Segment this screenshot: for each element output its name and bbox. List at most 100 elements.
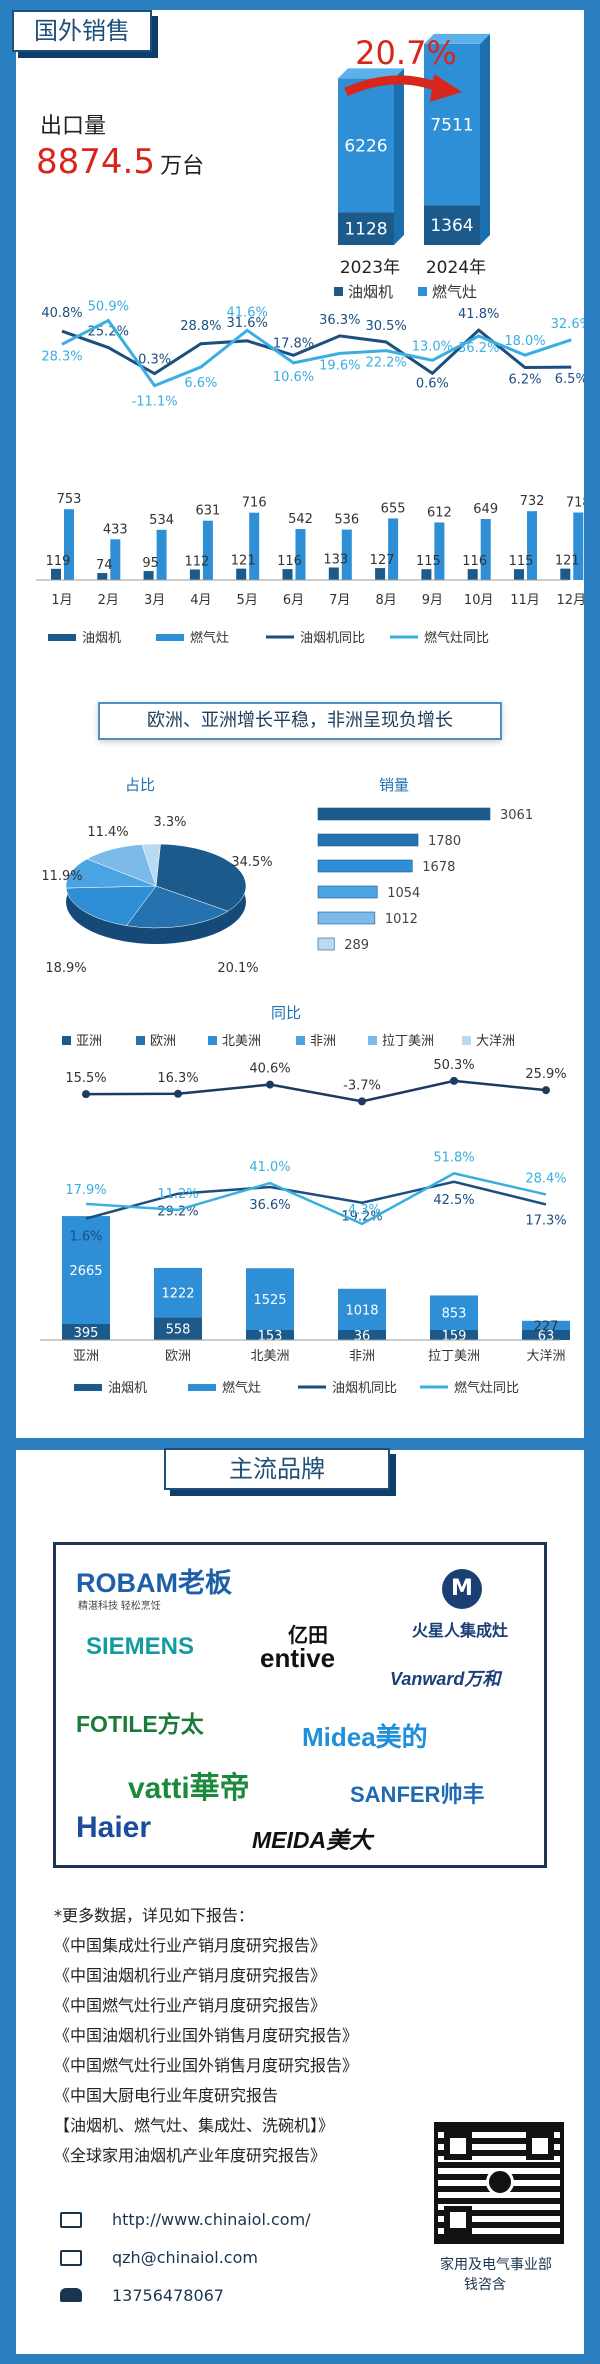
section-title: 国外销售	[34, 17, 130, 45]
stacked-value-label: 227	[534, 1319, 559, 1334]
fire-star-emblem-icon: M	[442, 1569, 482, 1609]
report-item[interactable]: 《中国集成灶行业产销月度研究报告》	[54, 1936, 327, 1955]
phone-number[interactable]: 13756478067	[112, 2286, 224, 2305]
vanward-logo: Vanward万和	[390, 1669, 501, 1689]
x-tick-label: 4月	[190, 593, 211, 608]
bar-gas-stove-year	[424, 43, 480, 206]
bar-gas-stove	[156, 529, 167, 580]
growth-arrow-icon	[344, 75, 442, 97]
report-item[interactable]: 《全球家用油烟机产业年度研究报告》	[54, 2146, 327, 2165]
growth-value: 20.7%	[355, 34, 457, 72]
bar-value-label: 732	[520, 494, 545, 509]
qr-corner-icon	[444, 2206, 472, 2234]
yoy-title: 同比	[271, 1004, 301, 1022]
pie-value-label: 34.5%	[231, 855, 272, 870]
wechat-icon	[486, 2168, 514, 2196]
year-label: 2024年	[426, 258, 486, 278]
legend-swatch	[368, 1036, 377, 1045]
line-value-label: 32.6%	[551, 317, 584, 332]
bar-gas-stove	[202, 520, 213, 580]
report-item[interactable]: 《中国油烟机行业国外销售月度研究报告》	[54, 2026, 359, 2045]
hbar	[317, 885, 378, 899]
fotile-logo: FOTILE方太	[76, 1711, 204, 1737]
bar-value-label: 116	[462, 554, 487, 569]
bar-value-label: 716	[242, 496, 267, 511]
hbar-value-label: 1054	[387, 886, 420, 901]
line-value-label: 22.2%	[365, 356, 406, 371]
qr-code[interactable]	[434, 2122, 564, 2244]
bar-value-label: 655	[381, 501, 406, 516]
line-value-label: 36.3%	[319, 313, 360, 328]
bar-range-hood	[51, 568, 61, 580]
bar-side-face	[394, 68, 404, 245]
stacked-value-label: 153	[258, 1329, 283, 1344]
legend-label: 油烟机同比	[300, 631, 365, 646]
stacked-yoy-label: 36.6%	[249, 1198, 290, 1213]
bar-range-hood	[189, 569, 200, 580]
report-item[interactable]: 《中国燃气灶行业国外销售月度研究报告》	[54, 2056, 359, 2075]
stacked-value-label: 36	[354, 1329, 371, 1344]
legend-label: 油烟机	[348, 283, 393, 300]
hbar	[317, 937, 335, 951]
legend-label: 亚洲	[76, 1034, 102, 1049]
report-item[interactable]: 《中国燃气灶行业产销月度研究报告》	[54, 1996, 327, 2015]
x-tick-label: 12月	[557, 593, 584, 608]
bar-gas-stove	[341, 529, 352, 580]
bar-value-label: 542	[288, 512, 313, 527]
legend-swatch	[62, 1036, 71, 1045]
legend-label: 燃气灶	[222, 1380, 261, 1396]
pie-slice	[125, 885, 229, 929]
contact-dept: 家用及电气事业部	[440, 2257, 552, 2273]
bar-value-label: 119	[46, 554, 71, 569]
bar-value-label: 631	[195, 504, 220, 519]
report-item[interactable]: 《中国大厨电行业年度研究报告	[54, 2086, 279, 2105]
legend-swatch	[48, 634, 76, 641]
pie-value-label: 3.3%	[153, 815, 186, 830]
bar-value-label: 534	[149, 513, 174, 528]
email-link[interactable]: qzh@chinaiol.com	[112, 2248, 258, 2267]
legend-swatch	[136, 1036, 145, 1045]
x-tick-label: 8月	[375, 593, 396, 608]
bar-value-label: 649	[473, 502, 498, 517]
stacked-range-hood	[338, 1330, 386, 1340]
bar-value-label: 536	[334, 513, 359, 528]
bar-title: 销量	[379, 776, 409, 794]
line-value-label: 41.8%	[458, 307, 499, 322]
hbar	[317, 833, 419, 847]
bar-value-label: 612	[427, 505, 452, 520]
report-item[interactable]: 《中国油烟机行业产销月度研究报告》	[54, 1966, 327, 1985]
section-title-tab: 国外销售	[12, 10, 152, 52]
yitian-logo: 亿田	[288, 1625, 328, 1647]
legend-label: 燃气灶	[190, 630, 229, 646]
line-value-label: 6.5%	[555, 372, 584, 387]
pie-value-label: 20.1%	[217, 961, 258, 976]
line-range-hood-yoy	[61, 328, 572, 376]
phone-icon	[60, 2288, 82, 2302]
bar-gas-stove	[110, 539, 121, 580]
pie-slice	[86, 844, 157, 887]
bar-gas-stove	[480, 518, 491, 580]
report-item[interactable]: 【油烟机、燃气灶、集成灶、洗碗机】》	[54, 2116, 335, 2135]
bar-range-hood	[236, 568, 247, 580]
pie-title: 占比	[125, 776, 155, 794]
export-unit: 万台	[160, 154, 205, 179]
legend-label: 燃气灶	[432, 283, 477, 300]
stacked-value-label: 558	[166, 1323, 191, 1338]
stacked-value-label: 159	[442, 1329, 467, 1344]
stacked-range-hood	[430, 1330, 478, 1340]
line-value-label: 31.6%	[227, 316, 268, 331]
pie-slice	[155, 843, 247, 912]
line-value-label: 30.5%	[365, 319, 406, 334]
x-tick-label: 9月	[422, 593, 443, 608]
brands-title-tab: 主流品牌	[164, 1448, 390, 1490]
hbar-value-label: 1780	[428, 834, 461, 849]
bar-value-label: 121	[231, 554, 256, 569]
legend-swatch	[188, 1384, 216, 1391]
bar-range-hood	[282, 569, 293, 580]
stacked-gas-stove	[522, 1320, 570, 1330]
website-link[interactable]: http://www.chinaiol.com/	[112, 2210, 311, 2229]
line-gas-stove-yoy	[61, 318, 572, 388]
bar-range-hood	[328, 567, 339, 580]
x-tick-label: 大洋洲	[526, 1349, 565, 1364]
stacked-gas-stove	[62, 1216, 110, 1325]
